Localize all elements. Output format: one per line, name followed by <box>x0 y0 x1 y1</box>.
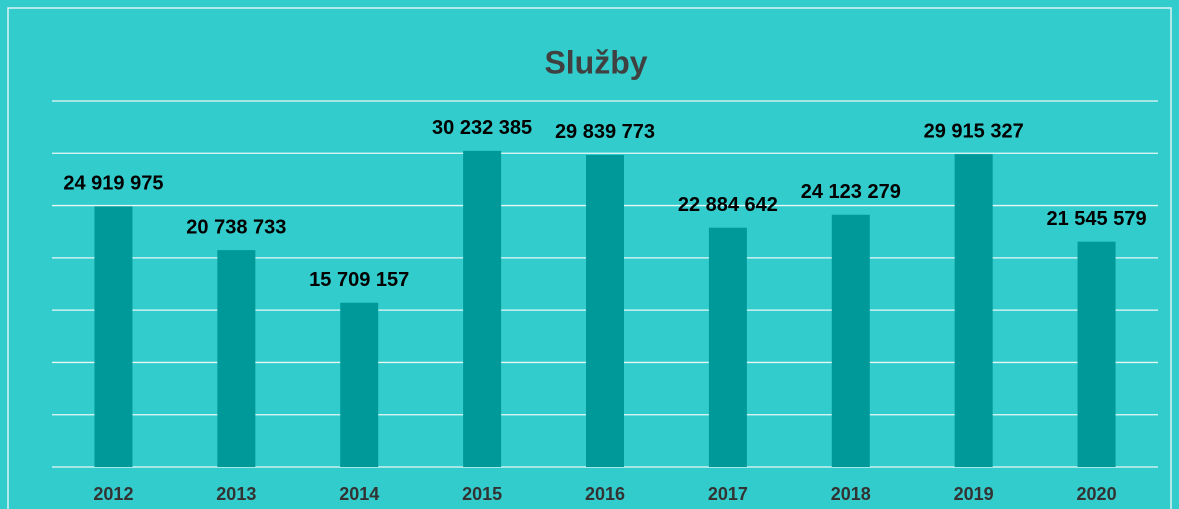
data-label: 29 839 773 <box>555 121 655 143</box>
data-label: 24 123 279 <box>801 181 901 203</box>
x-tick-label: 2020 <box>1077 484 1117 504</box>
data-label: 15 709 157 <box>309 269 409 291</box>
data-label: 20 738 733 <box>186 216 286 238</box>
data-label: 29 915 327 <box>924 120 1024 142</box>
chart-title: Služby <box>544 44 647 80</box>
x-tick-label: 2015 <box>462 484 502 504</box>
x-tick-label: 2019 <box>954 484 994 504</box>
bar <box>831 214 870 467</box>
x-tick-label: 2016 <box>585 484 625 504</box>
x-tick-label: 2013 <box>216 484 256 504</box>
x-tick-label: 2012 <box>93 484 133 504</box>
data-label: 30 232 385 <box>432 117 532 139</box>
x-tick-label: 2014 <box>339 484 379 504</box>
bar <box>708 227 747 467</box>
bar <box>1077 241 1116 467</box>
frame <box>7 7 1172 509</box>
bar <box>340 302 379 467</box>
bar <box>586 154 624 467</box>
bar <box>954 154 993 468</box>
x-tick-label: 2017 <box>708 484 748 504</box>
data-label: 21 545 579 <box>1047 208 1147 230</box>
bar <box>217 250 256 467</box>
bar <box>463 150 502 467</box>
x-tick-label: 2018 <box>831 484 871 504</box>
data-label: 22 884 642 <box>678 194 778 216</box>
data-label: 24 919 975 <box>63 173 163 195</box>
bar <box>94 206 133 467</box>
